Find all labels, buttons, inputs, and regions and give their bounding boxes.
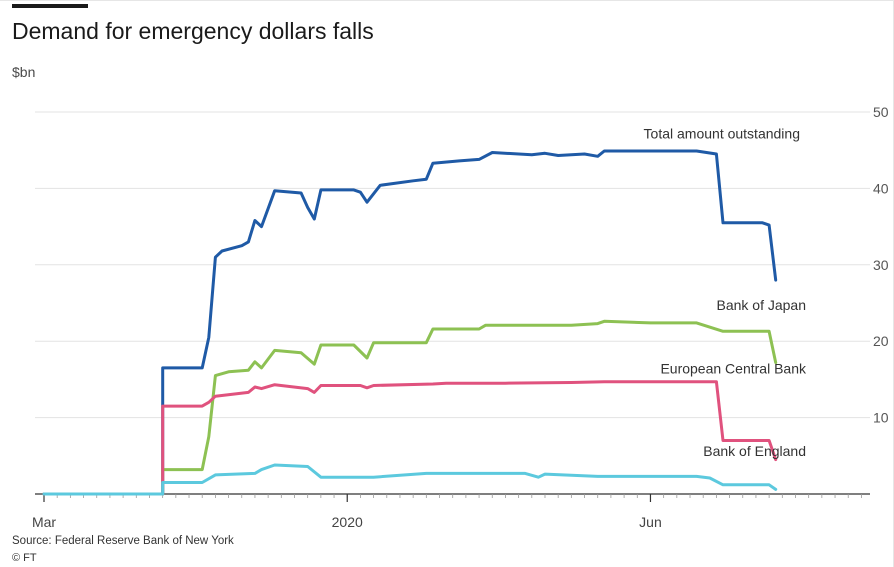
series-label: Bank of England — [703, 443, 806, 459]
frame-top-border — [0, 0, 894, 1]
series-line-european-central-bank — [42, 380, 778, 496]
series-labels: Total amount outstanding Bank of Japan Eur… — [644, 126, 807, 459]
series-label: Bank of Japan — [716, 297, 806, 313]
x-axis: Mar 2020 Jun — [32, 493, 870, 530]
y-tick-labels: 10 20 30 40 50 — [873, 104, 889, 426]
y-axis-unit: $bn — [12, 64, 36, 80]
y-tick-label: 50 — [873, 104, 889, 120]
series-line-bank-of-japan — [42, 319, 778, 496]
title-accent-bar — [12, 4, 88, 8]
series-line-total-amount-outstanding — [42, 149, 778, 496]
y-tick-label: 10 — [873, 410, 889, 426]
source-note: Source: Federal Reserve Bank of New York — [12, 535, 234, 547]
series-label: Total amount outstanding — [644, 126, 800, 142]
gridlines — [35, 111, 870, 419]
y-tick-label: 40 — [873, 180, 889, 196]
x-tick-label: 2020 — [332, 514, 363, 530]
series-line-bank-of-england — [42, 463, 778, 496]
x-tick-label: Mar — [32, 514, 56, 530]
chart-title: Demand for emergency dollars falls — [12, 18, 374, 44]
x-tick-label: Jun — [639, 514, 662, 530]
y-tick-label: 30 — [873, 257, 889, 273]
series-label: European Central Bank — [660, 360, 807, 376]
y-tick-label: 20 — [873, 333, 889, 349]
series-lines — [42, 149, 778, 496]
credit-note: © FT — [12, 552, 37, 564]
